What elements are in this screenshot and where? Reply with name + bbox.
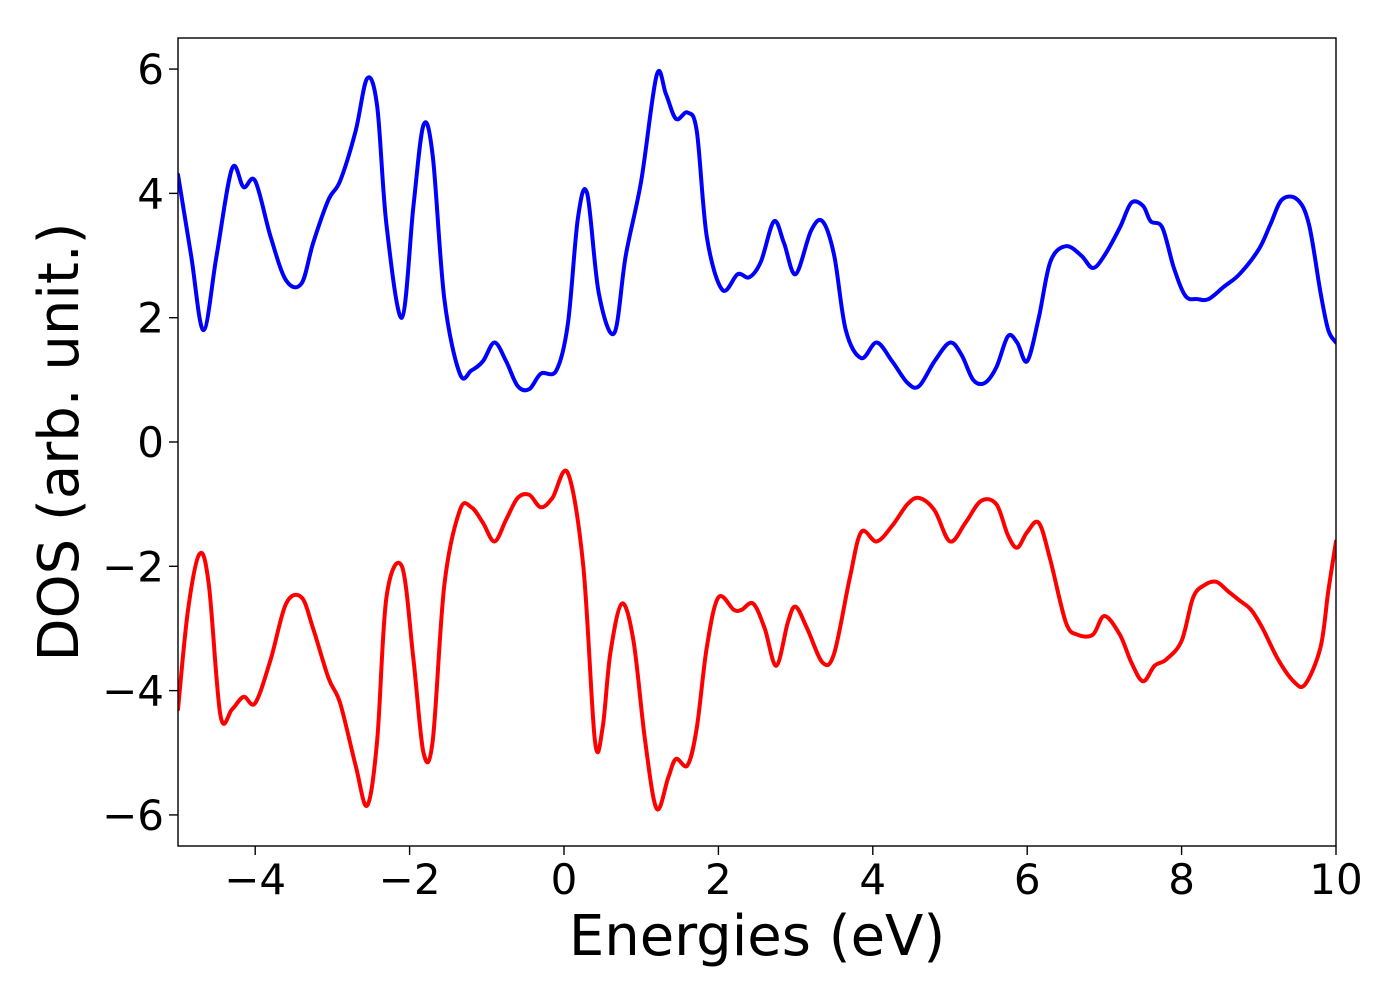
y-tick-label: −6	[102, 791, 164, 840]
x-tick-label: 8	[1168, 855, 1195, 904]
x-tick-label: 4	[859, 855, 886, 904]
x-tick-label: 6	[1014, 855, 1041, 904]
x-axis: −4 −2 0 2 4 6 8 10	[224, 846, 1363, 904]
y-tick-label: 0	[137, 418, 164, 467]
y-tick-label: 4	[137, 169, 164, 218]
y-axis: −6 −4 −2 0 2 4 6	[102, 45, 178, 840]
x-axis-label: Energies (eV)	[569, 904, 945, 969]
y-tick-label: −4	[102, 667, 164, 716]
series-line-1	[178, 69, 1336, 393]
x-tick-label: 2	[705, 855, 732, 904]
plot-frame	[177, 37, 1337, 847]
series-line-2	[178, 468, 1336, 812]
x-tick-label: 0	[551, 855, 578, 904]
y-tick-label: −2	[102, 542, 164, 591]
series-layer	[178, 69, 1336, 812]
y-tick-label: 6	[137, 45, 164, 94]
y-axis-label: DOS (arb. unit.)	[27, 222, 92, 661]
y-tick-label: 2	[137, 294, 164, 343]
x-tick-label: −2	[379, 855, 441, 904]
x-tick-label: 10	[1309, 855, 1362, 904]
x-tick-label: −4	[224, 855, 286, 904]
